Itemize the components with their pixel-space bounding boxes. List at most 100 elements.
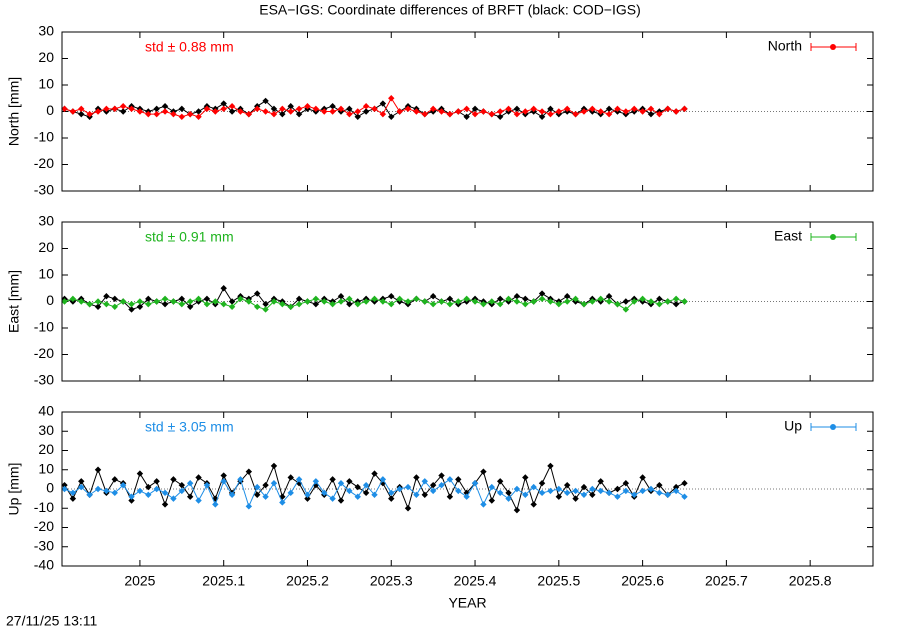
data-point (237, 295, 244, 303)
data-point (522, 295, 529, 303)
data-point (580, 491, 588, 498)
data-point (631, 105, 638, 113)
data-point (195, 474, 202, 481)
data-point (672, 108, 680, 115)
data-point (245, 110, 253, 118)
data-point (429, 300, 437, 308)
data-point (538, 113, 546, 120)
data-point (178, 113, 186, 120)
data-point (672, 300, 680, 308)
data-point (195, 497, 202, 504)
data-point (304, 495, 311, 502)
data-point (304, 491, 311, 498)
data-point (555, 485, 563, 493)
data-point (346, 110, 353, 118)
data-point (220, 300, 227, 308)
data-point (371, 491, 378, 498)
data-point (421, 491, 428, 498)
data-point (346, 300, 353, 308)
data-point (61, 485, 68, 493)
data-point (421, 298, 428, 305)
data-point (145, 110, 152, 118)
data-point (237, 108, 244, 115)
data-point (429, 487, 437, 495)
y-tick-label: 20 (38, 239, 54, 255)
data-point (455, 487, 462, 495)
data-point (279, 300, 286, 308)
data-point (480, 501, 487, 508)
data-point (597, 478, 604, 485)
data-point (379, 100, 387, 107)
data-point (228, 108, 236, 115)
data-point (672, 295, 680, 303)
data-point (572, 110, 579, 118)
data-point (622, 108, 630, 115)
data-point (295, 300, 303, 308)
data-point (463, 493, 470, 500)
data-point (446, 110, 454, 118)
data-point (362, 103, 370, 110)
data-point (170, 495, 177, 502)
data-point (647, 105, 655, 113)
data-point (404, 105, 412, 113)
data-point (371, 105, 378, 113)
data-point (547, 462, 554, 470)
data-point (438, 108, 445, 115)
y-tick-label: -30 (34, 182, 54, 198)
chart-title: ESA−IGS: Coordinate differences of BRFT … (259, 2, 641, 18)
data-point (161, 300, 169, 308)
data-point (488, 110, 495, 118)
data-point (471, 298, 479, 305)
data-point (295, 105, 303, 113)
data-point (396, 108, 403, 115)
data-point (170, 298, 177, 305)
data-point (388, 489, 395, 497)
data-point (404, 483, 412, 491)
data-point (647, 298, 655, 305)
data-point (538, 295, 546, 303)
data-point (321, 108, 328, 115)
data-point (203, 300, 211, 308)
data-point (471, 105, 479, 113)
y-tick-label: 0 (46, 292, 54, 308)
data-point (161, 489, 169, 497)
data-point (153, 478, 160, 485)
data-point (555, 300, 563, 308)
data-point (488, 483, 495, 491)
data-point (496, 295, 504, 303)
data-point (354, 300, 361, 308)
data-point (329, 300, 336, 308)
plot-frame (61, 31, 874, 192)
data-point (589, 491, 596, 498)
data-point (153, 105, 160, 113)
data-point (128, 105, 135, 113)
y-tick-label: -20 (34, 345, 54, 361)
data-point (580, 300, 588, 308)
data-point (94, 485, 102, 493)
data-point (639, 108, 646, 115)
data-point (220, 100, 227, 107)
data-point (429, 293, 437, 300)
data-point (312, 295, 320, 303)
data-point (522, 491, 529, 498)
data-point (522, 108, 529, 115)
data-point (145, 483, 152, 491)
data-point (304, 298, 311, 305)
data-point (455, 108, 462, 115)
data-point (161, 501, 169, 508)
data-point (312, 478, 320, 485)
data-point (421, 478, 428, 485)
data-point (496, 489, 504, 497)
data-point (145, 491, 152, 498)
data-point (329, 108, 336, 115)
data-point (228, 103, 236, 110)
data-point (94, 303, 102, 310)
data-point (538, 489, 546, 497)
data-point (103, 105, 110, 113)
y-tick-label: -30 (34, 537, 54, 553)
data-point (522, 300, 529, 308)
data-point (346, 295, 353, 303)
data-point (547, 105, 554, 113)
data-point (656, 110, 663, 118)
data-point (563, 105, 571, 113)
